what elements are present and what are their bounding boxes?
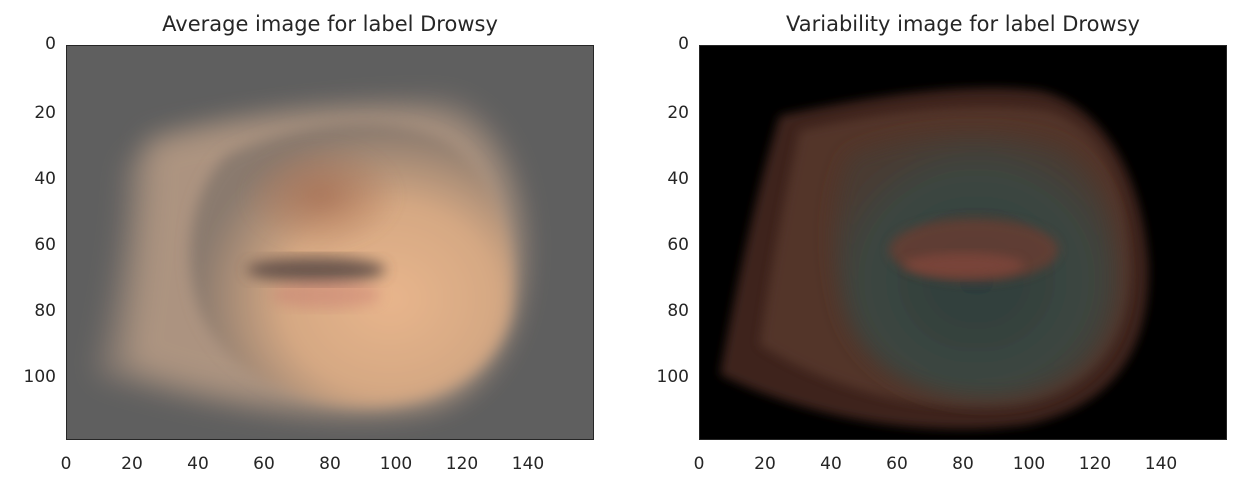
y-tick-label: 20 xyxy=(667,103,689,123)
average-image-title: Average image for label Drowsy xyxy=(162,12,498,36)
x-tick-label: 120 xyxy=(1078,454,1112,474)
average-image-frame xyxy=(66,45,594,440)
x-tick-label: 80 xyxy=(319,454,341,474)
y-tick-label: 100 xyxy=(656,367,689,387)
y-tick-label: 0 xyxy=(678,34,689,54)
x-tick-label: 60 xyxy=(886,454,908,474)
x-tick-label: 140 xyxy=(1144,454,1178,474)
average-image-panel: Average image for label Drowsy xyxy=(23,12,594,474)
variability-image-frame xyxy=(699,45,1227,440)
x-tick-label: 60 xyxy=(253,454,275,474)
y-tick-label: 40 xyxy=(34,169,56,189)
variability-image-panel: Variability image for label Drowsy xyxy=(621,0,1242,490)
x-tick-label: 120 xyxy=(445,454,479,474)
x-tick-label: 40 xyxy=(187,454,209,474)
y-tick-label: 60 xyxy=(34,235,56,255)
x-tick-label: 140 xyxy=(511,454,545,474)
y-tick-label: 20 xyxy=(34,103,56,123)
x-tick-label: 0 xyxy=(60,454,72,474)
y-tick-label: 40 xyxy=(667,169,689,189)
average-image xyxy=(67,46,593,439)
y-tick-label: 80 xyxy=(34,301,56,321)
y-tick-label: 80 xyxy=(667,301,689,321)
y-tick-label: 0 xyxy=(45,34,56,54)
x-tick-label: 40 xyxy=(820,454,842,474)
x-tick-label: 80 xyxy=(952,454,974,474)
x-tick-label: 100 xyxy=(379,454,413,474)
y-tick-label: 100 xyxy=(23,367,56,387)
y-tick-label: 60 xyxy=(667,235,689,255)
x-tick-label: 20 xyxy=(754,454,776,474)
x-tick-label: 100 xyxy=(1012,454,1046,474)
variability-image xyxy=(700,46,1226,439)
x-tick-label: 20 xyxy=(121,454,143,474)
variability-image-title: Variability image for label Drowsy xyxy=(786,12,1140,36)
x-tick-label: 0 xyxy=(693,454,705,474)
